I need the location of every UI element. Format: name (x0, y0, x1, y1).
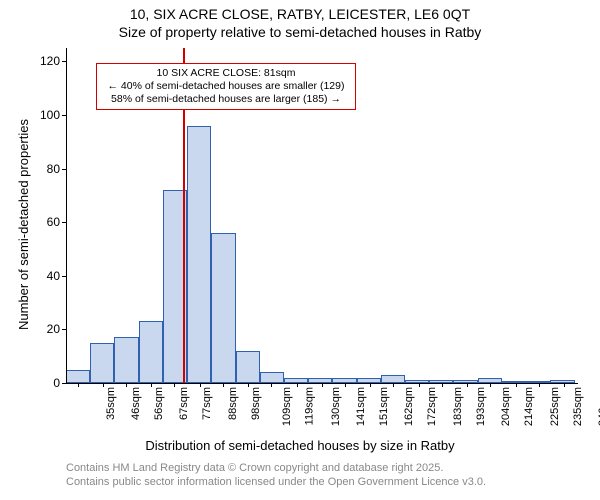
y-axis-label: Number of semi-detached properties (16, 119, 31, 330)
x-tick-label: 98sqm (250, 387, 262, 420)
title-line1: 10, SIX ACRE CLOSE, RATBY, LEICESTER, LE… (0, 6, 600, 24)
y-tick-label: 120 (40, 54, 60, 68)
x-tick-label: 109sqm (281, 387, 293, 426)
y-tick-label: 60 (47, 215, 60, 229)
footer-line: Contains public sector information licen… (66, 476, 486, 490)
histogram-bar (381, 375, 405, 383)
x-tick-label: 35sqm (105, 387, 117, 420)
histogram-bar (139, 321, 163, 383)
x-tick-label: 204sqm (500, 387, 512, 426)
x-tick-label: 225sqm (549, 387, 561, 426)
y-tick-label: 0 (53, 376, 60, 390)
y-tick-label: 80 (47, 162, 60, 176)
x-tick-label: 214sqm (524, 387, 536, 426)
property-size-histogram: 10, SIX ACRE CLOSE, RATBY, LEICESTER, LE… (0, 0, 600, 500)
title-line2: Size of property relative to semi-detach… (0, 24, 600, 42)
histogram-bar (187, 126, 211, 383)
histogram-bar (236, 351, 260, 383)
y-tick-label: 20 (47, 322, 60, 336)
footer-attribution: Contains HM Land Registry data © Crown c… (66, 462, 486, 490)
x-tick-label: 162sqm (404, 387, 416, 426)
x-tick-label: 88sqm (227, 387, 239, 420)
x-tick-label: 235sqm (572, 387, 584, 426)
annotation-line: 10 SIX ACRE CLOSE: 81sqm (103, 67, 349, 80)
histogram-bar (90, 343, 114, 383)
x-axis-line (66, 383, 578, 384)
y-tick-label: 40 (47, 269, 60, 283)
footer-line: Contains HM Land Registry data © Crown c… (66, 462, 486, 476)
x-tick-label: 141sqm (355, 387, 367, 426)
x-tick-label: 130sqm (330, 387, 342, 426)
x-tick-label: 119sqm (304, 387, 316, 425)
x-tick-label: 193sqm (475, 387, 487, 426)
x-tick-label: 151sqm (378, 387, 390, 426)
marker-annotation: 10 SIX ACRE CLOSE: 81sqm ← 40% of semi-d… (96, 63, 356, 110)
x-tick-label: 46sqm (130, 387, 142, 420)
histogram-bar (114, 337, 138, 383)
histogram-bar (66, 370, 90, 383)
y-axis-line (66, 48, 67, 383)
x-tick-label: 67sqm (178, 387, 190, 420)
annotation-line: ← 40% of semi-detached houses are smalle… (103, 80, 349, 93)
x-tick-label: 77sqm (201, 387, 213, 420)
x-tick-label: 56sqm (153, 387, 165, 420)
histogram-bar (260, 372, 284, 383)
x-tick-label: 172sqm (427, 387, 439, 426)
x-axis-label: Distribution of semi-detached houses by … (0, 438, 600, 453)
histogram-bar (211, 233, 235, 383)
chart-title: 10, SIX ACRE CLOSE, RATBY, LEICESTER, LE… (0, 6, 600, 41)
annotation-line: 58% of semi-detached houses are larger (… (103, 93, 349, 106)
x-tick-label: 183sqm (452, 387, 464, 426)
y-tick-label: 100 (40, 108, 60, 122)
